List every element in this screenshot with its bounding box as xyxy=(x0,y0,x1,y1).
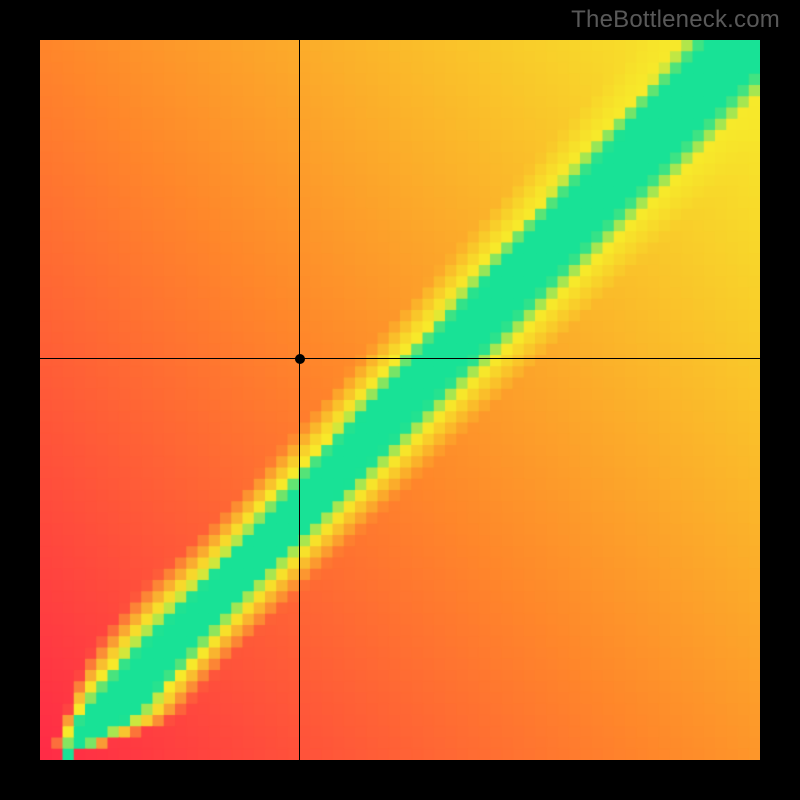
plot-area xyxy=(40,40,760,760)
chart-frame: TheBottleneck.com xyxy=(0,0,800,800)
marker-point xyxy=(295,354,305,364)
crosshair-vertical xyxy=(299,40,300,760)
heatmap-canvas xyxy=(40,40,760,760)
crosshair-horizontal xyxy=(40,358,760,359)
watermark-text: TheBottleneck.com xyxy=(571,6,780,34)
